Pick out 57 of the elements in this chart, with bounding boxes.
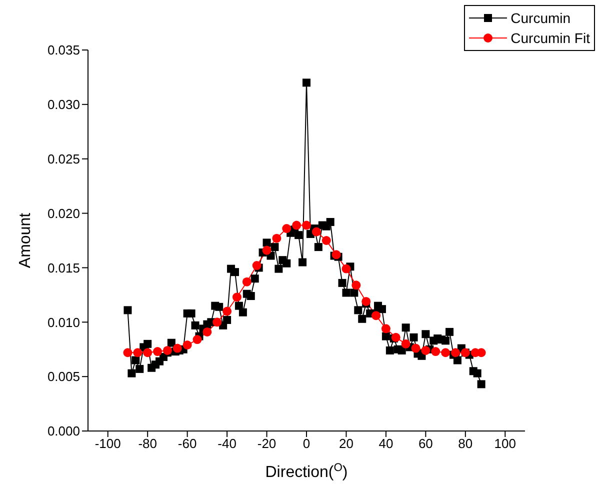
y-tick-label: 0.025 [47,151,80,166]
point [172,344,182,353]
point [381,324,390,334]
x-tick-label: 20 [338,436,354,452]
y-axis-title: Amount [17,212,34,268]
point [242,277,252,286]
x-tick-label: -100 [94,436,121,452]
point [332,250,341,260]
point [352,280,361,290]
legend-label: Curcumin Fit [510,30,590,46]
x-tick-label: 60 [418,436,433,452]
x-axis-title: Direction($^{O}$) [265,462,348,481]
point [143,348,152,358]
point [202,327,212,336]
point [292,220,302,230]
point [372,311,381,320]
point [342,264,351,274]
x-tick-label: 0 [302,436,310,452]
y-tick-label: 0.000 [47,424,80,439]
point [262,246,272,255]
point [302,220,311,230]
x-tick-label: -40 [218,436,236,452]
point [252,261,262,270]
x-tick-label: -20 [257,436,276,452]
y-tick-label: 0.020 [47,206,80,221]
point [232,292,242,302]
point [192,335,202,344]
x-tick-label: 40 [378,436,394,452]
point [441,348,450,358]
point [162,346,172,355]
x-tick-label: -60 [178,436,197,452]
point [322,236,331,245]
point [222,306,232,316]
point [450,348,460,358]
y-tick-label: 0.035 [47,42,80,58]
y-tick-label: 0.005 [47,369,80,384]
point [153,347,162,356]
point [431,347,440,356]
y-tick-label: 0.030 [47,97,80,112]
point [123,348,132,358]
point [391,332,400,342]
point [212,318,222,327]
point [272,234,282,243]
legend-label: Curcumin [510,10,571,26]
y-tick-label: 0.010 [47,314,80,330]
point [282,224,292,234]
point [312,227,321,236]
x-tick-label: 80 [458,436,473,452]
point [362,296,371,306]
point [411,344,420,353]
x-tick-label: -80 [138,436,157,452]
y-tick-label: 0.015 [47,260,80,276]
x-tick-label: 100 [494,436,516,452]
point [401,339,410,348]
point [421,346,430,355]
point [133,348,142,358]
point [182,340,192,350]
